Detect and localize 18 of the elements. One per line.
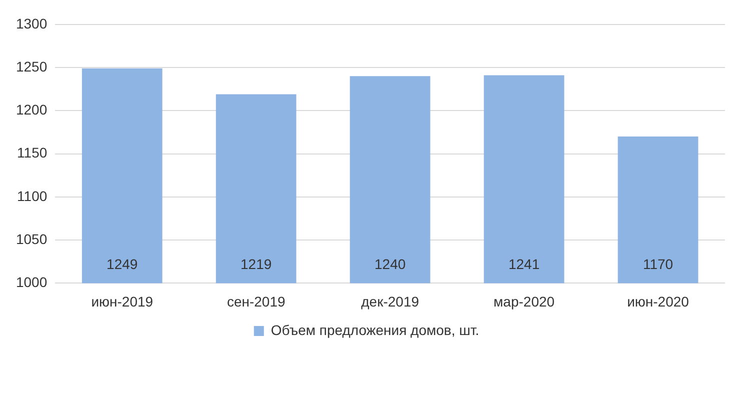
x-tick-label: дек-2019 xyxy=(361,293,420,310)
data-label: 1219 xyxy=(240,256,272,272)
x-tick-label: мар-2020 xyxy=(494,293,555,310)
y-tick-label: 1100 xyxy=(17,188,48,204)
y-tick-label: 1150 xyxy=(17,144,48,161)
x-tick-label: июн-2020 xyxy=(627,293,690,310)
legend-label: Объем предложения домов, шт. xyxy=(270,322,480,338)
data-label: 1241 xyxy=(508,256,540,272)
y-tick-label: 1200 xyxy=(16,102,48,118)
data-label: 1240 xyxy=(374,256,406,272)
y-tick-label: 1250 xyxy=(16,58,48,74)
x-tick-label: сен-2019 xyxy=(226,293,286,310)
y-tick-label: 1000 xyxy=(16,274,48,290)
x-tick-label: июн-2019 xyxy=(91,293,154,310)
y-tick-label: 1300 xyxy=(16,15,48,32)
y-tick-label: 1050 xyxy=(16,230,48,247)
data-label: 1249 xyxy=(106,256,138,272)
data-label: 1170 xyxy=(642,256,674,272)
